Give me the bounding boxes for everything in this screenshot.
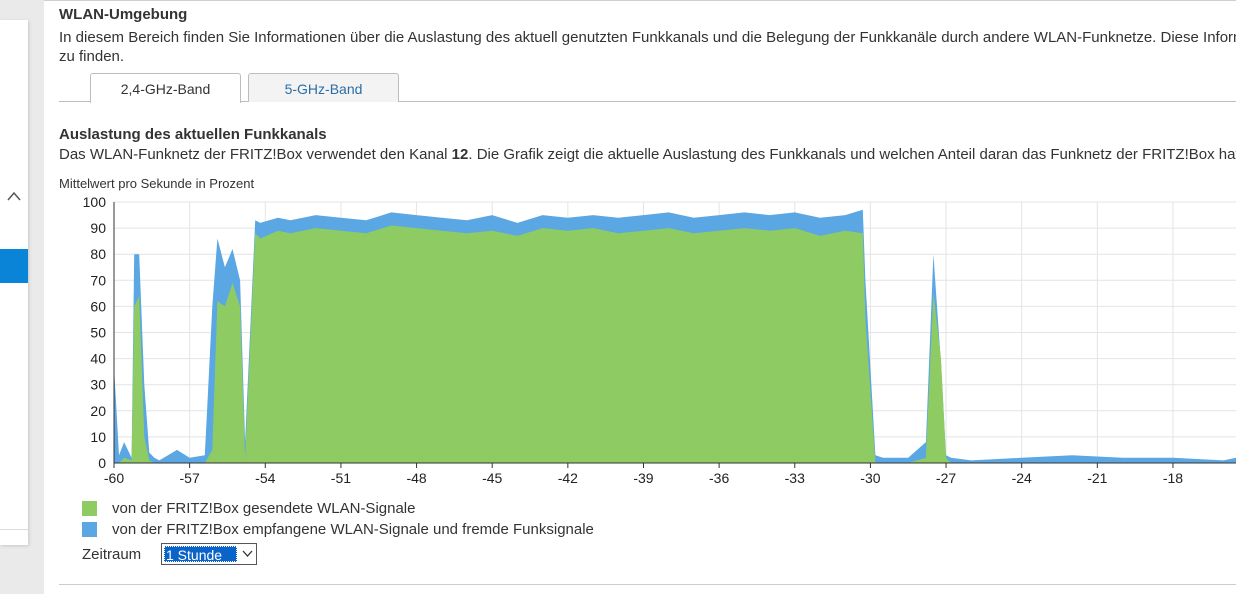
tab-5-ghz[interactable]: 5-GHz-Band <box>248 73 399 102</box>
y-tick-label: 100 <box>83 194 107 210</box>
x-tick-label: -57 <box>180 470 200 486</box>
x-tick-label: -33 <box>785 470 805 486</box>
y-tick-label: 40 <box>90 351 106 367</box>
left-navigation-panel <box>0 0 28 594</box>
x-tick-label: -48 <box>406 470 426 486</box>
legend-label-received: von der FRITZ!Box empfangene WLAN-Signal… <box>112 521 594 538</box>
channel-load-chart: Mittelwert pro Sekunde in Prozent 0 10 20 3… <box>59 176 1236 486</box>
y-tick-label: 20 <box>90 403 106 419</box>
description-text-end: . Die Grafik zeigt die aktuelle Auslastu… <box>468 146 1236 163</box>
chart-description: Das WLAN-Funknetz der FRITZ!Box verwende… <box>59 146 1236 163</box>
x-tick-label: -21 <box>1087 470 1107 486</box>
chart-heading: Auslastung des aktuellen Funkkanals <box>59 126 327 143</box>
intro-text: In diesem Bereich finden Sie Information… <box>59 28 1236 66</box>
channel-number: 12 <box>451 146 469 163</box>
period-selected-value[interactable]: 1 Stunde <box>164 546 237 563</box>
x-tick-label: -39 <box>633 470 653 486</box>
tab-2-4-ghz[interactable]: 2,4-GHz-Band <box>90 73 241 103</box>
y-axis-label: Mittelwert pro Sekunde in Prozent <box>59 176 254 191</box>
tab-bar-line <box>59 101 1236 102</box>
chart-axes: 0 10 20 30 40 50 60 70 80 90 100 -60 -57 -54 -51 -48 -45… <box>83 194 1236 486</box>
intro-line-1: In diesem Bereich finden Sie Information… <box>59 29 1236 46</box>
legend-label-sent: von der FRITZ!Box gesendete WLAN-Signale <box>112 500 416 517</box>
chevron-down-icon[interactable] <box>242 549 253 558</box>
legend-swatch-sent <box>82 501 97 516</box>
period-label: Zeitraum <box>82 546 142 563</box>
intro-line-2: zu finden. <box>59 48 125 65</box>
x-tick-label: -27 <box>936 470 956 486</box>
y-tick-label: 0 <box>98 455 106 471</box>
section-title: WLAN-Umgebung <box>59 6 188 23</box>
series-area-sent <box>114 225 1236 463</box>
y-tick-label: 60 <box>90 298 106 314</box>
nav-divider <box>0 529 28 530</box>
main-content: WLAN-Umgebung In diesem Bereich finden S… <box>44 0 1236 594</box>
y-tick-label: 80 <box>90 246 106 262</box>
x-tick-label: -18 <box>1163 470 1183 486</box>
x-tick-label: -51 <box>331 470 351 486</box>
x-tick-label: -42 <box>558 470 578 486</box>
x-tick-label: -54 <box>255 470 275 486</box>
section-divider <box>59 584 1236 585</box>
navigation-card <box>0 20 28 545</box>
y-tick-label: 50 <box>90 325 106 341</box>
x-tick-label: -36 <box>709 470 729 486</box>
legend-swatch-received <box>82 522 97 537</box>
x-tick-label: -24 <box>1012 470 1032 486</box>
chart-areas <box>114 209 1236 463</box>
y-tick-label: 70 <box>90 272 106 288</box>
x-tick-label: -45 <box>482 470 502 486</box>
y-tick-label: 10 <box>90 429 106 445</box>
y-tick-label: 90 <box>90 220 106 236</box>
chevron-up-icon[interactable] <box>7 191 21 201</box>
active-nav-item-indicator[interactable] <box>0 249 28 283</box>
x-tick-label: -30 <box>860 470 880 486</box>
period-select[interactable]: 1 Stunde <box>161 543 257 565</box>
x-tick-label: -60 <box>104 470 124 486</box>
description-text-start: Das WLAN-Funknetz der FRITZ!Box verwende… <box>59 146 452 163</box>
y-tick-label: 30 <box>90 377 106 393</box>
